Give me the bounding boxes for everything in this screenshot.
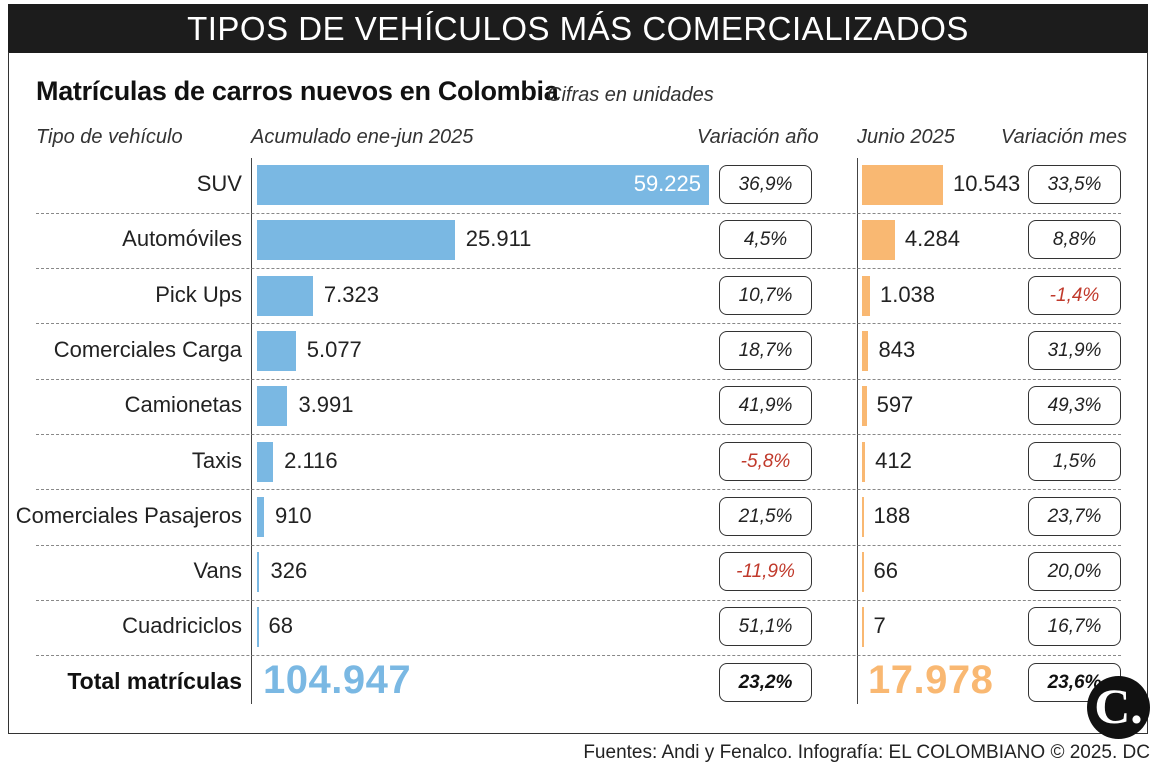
cumulative-bar bbox=[257, 552, 260, 593]
june-value-label: 4.284 bbox=[904, 226, 960, 252]
june-value-label: 10.543 bbox=[953, 171, 1021, 196]
category-label: Cuadriciclos bbox=[122, 613, 242, 639]
var-month-pill: 49,3% bbox=[1028, 386, 1121, 426]
june-bar bbox=[862, 441, 866, 482]
category-label: Comerciales Carga bbox=[53, 336, 242, 362]
row-separator bbox=[36, 323, 1121, 325]
june-bar bbox=[862, 330, 869, 371]
cumulative-value-label: 3.991 bbox=[298, 392, 354, 418]
var-year-pill: 51,1% bbox=[719, 607, 812, 647]
row-separator bbox=[36, 434, 1121, 435]
june-bar bbox=[862, 275, 870, 316]
cumulative-value-label: 25.911 bbox=[465, 226, 532, 252]
row-separator bbox=[36, 544, 1121, 546]
var-year-pill: 41,9% bbox=[719, 386, 812, 426]
category-label: Camionetas bbox=[124, 392, 242, 418]
total-cumulative-value: 104.947 bbox=[263, 658, 412, 702]
var-year-pill: 18,7% bbox=[719, 330, 812, 370]
cumulative-bar bbox=[257, 275, 313, 316]
category-label: Taxis bbox=[191, 447, 242, 473]
june-bar bbox=[862, 165, 943, 205]
cumulative-bar bbox=[257, 220, 455, 261]
chart-title: Matrículas de carros nuevos en Colombia bbox=[36, 76, 559, 106]
var-month-pill: 31,9% bbox=[1028, 330, 1121, 370]
cumulative-bar bbox=[257, 165, 709, 205]
var-month-pill: 20,0% bbox=[1028, 552, 1121, 592]
var-month-pill: 33,5% bbox=[1028, 165, 1121, 204]
june-axis-line bbox=[857, 158, 858, 704]
row-separator bbox=[36, 599, 1121, 601]
cumulative-axis-line bbox=[251, 158, 252, 704]
chart-frame bbox=[8, 52, 1148, 734]
el-colombiano-logo: C. bbox=[1087, 676, 1150, 739]
column-header-var-month: Variación mes bbox=[1001, 126, 1127, 148]
june-value-label: 597 bbox=[876, 392, 914, 418]
category-label: Pick Ups bbox=[155, 281, 242, 307]
var-month-pill: 16,7% bbox=[1028, 607, 1121, 647]
cumulative-value-label: 7.323 bbox=[323, 281, 379, 307]
june-value-label: 66 bbox=[873, 558, 898, 584]
chart-subtitle: Cifras en unidades bbox=[547, 84, 714, 106]
june-value-label: 412 bbox=[875, 447, 912, 473]
june-value-label: 7 bbox=[873, 613, 886, 639]
cumulative-value-label: 2.116 bbox=[284, 447, 338, 473]
cumulative-bar bbox=[257, 386, 288, 427]
cumulative-value-label: 5.077 bbox=[306, 336, 362, 362]
var-year-pill: 21,5% bbox=[719, 496, 812, 536]
june-bar bbox=[862, 552, 864, 593]
cumulative-bar bbox=[257, 496, 264, 537]
cumulative-value-label: 59.225 bbox=[633, 171, 701, 196]
total-label: Total matrículas bbox=[67, 668, 242, 694]
june-bar bbox=[862, 607, 864, 648]
cumulative-value-label: 910 bbox=[274, 502, 312, 528]
var-month-pill: -1,4% bbox=[1028, 275, 1121, 315]
column-header-june: Junio 2025 bbox=[857, 126, 955, 148]
june-bar bbox=[862, 220, 895, 261]
column-header-cumulative: Acumulado ene-jun 2025 bbox=[251, 126, 474, 148]
category-label: Automóviles bbox=[122, 226, 242, 252]
june-value-label: 843 bbox=[878, 336, 916, 362]
june-bar bbox=[862, 386, 867, 427]
cumulative-bar bbox=[257, 607, 259, 648]
row-separator bbox=[36, 268, 1121, 270]
var-year-pill: -5,8% bbox=[719, 441, 812, 481]
cumulative-value-label: 68 bbox=[268, 613, 293, 639]
cumulative-value-label: 326 bbox=[270, 558, 308, 584]
category-label: Comerciales Pasajeros bbox=[15, 502, 242, 528]
column-header-var-year: Variación año bbox=[697, 126, 819, 148]
var-month-pill: 23,7% bbox=[1028, 496, 1121, 536]
var-year-pill: 10,7% bbox=[719, 275, 812, 315]
source-footer: Fuentes: Andi y Fenalco. Infografía: EL … bbox=[583, 742, 1150, 763]
row-separator bbox=[36, 378, 1121, 380]
var-year-pill: 36,9% bbox=[719, 165, 812, 204]
june-value-label: 1.038 bbox=[879, 281, 936, 307]
var-year-pill: 4,5% bbox=[719, 220, 812, 260]
june-bar bbox=[862, 496, 864, 537]
cumulative-bar bbox=[257, 330, 296, 371]
var-month-pill: 8,8% bbox=[1028, 220, 1121, 260]
banner-title: TIPOS DE VEHÍCULOS MÁS COMERCIALIZADOS bbox=[8, 4, 1148, 53]
var-month-pill: 1,5% bbox=[1028, 441, 1121, 481]
category-label: SUV bbox=[196, 171, 242, 196]
column-header-type: Tipo de vehículo bbox=[36, 126, 183, 148]
category-label: Vans bbox=[193, 558, 242, 584]
total-june-value: 17.978 bbox=[868, 658, 994, 702]
june-value-label: 188 bbox=[873, 502, 911, 528]
total-var-year-pill: 23,2% bbox=[719, 663, 812, 702]
row-separator bbox=[36, 212, 1121, 214]
row-separator bbox=[36, 489, 1121, 491]
cumulative-bar bbox=[257, 441, 274, 482]
var-year-pill: -11,9% bbox=[719, 552, 812, 592]
row-separator bbox=[36, 655, 1121, 657]
